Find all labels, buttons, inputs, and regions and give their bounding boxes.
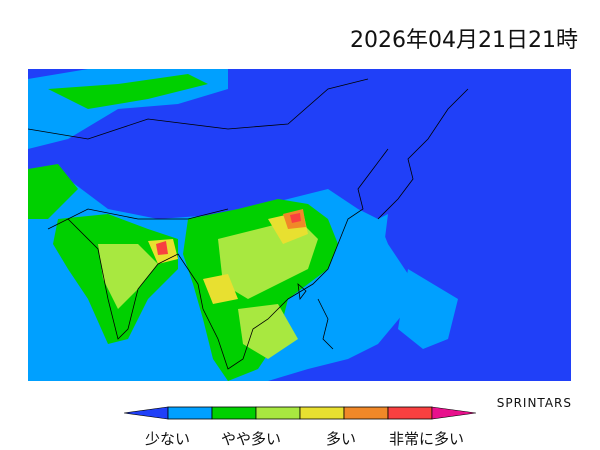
legend-label-high: 多い [326, 430, 357, 448]
light-blue-region-east [358, 214, 388, 269]
red-region-bengal [156, 241, 168, 255]
color-legend [124, 406, 476, 420]
legend-bin-1 [167, 406, 213, 420]
legend-bin-4 [299, 406, 345, 420]
light-blue-region-pacific [398, 269, 458, 349]
yellowgreen-region-india [98, 244, 158, 309]
yellow-region-indochina [203, 274, 238, 304]
legend-label-very-high: 非常に多い [389, 430, 465, 448]
coastlines [28, 78, 469, 370]
legend-bin-3 [255, 406, 301, 420]
model-credit: SPRINTARS [496, 396, 572, 410]
legend-bin-6 [387, 406, 433, 420]
legend-bin-2 [211, 406, 257, 420]
yellowgreen-region-sea [238, 304, 298, 359]
legend-low-arrow [124, 406, 169, 420]
green-region-north [48, 74, 208, 109]
legend-label-low: 少ない [145, 430, 191, 448]
legend-bin-5 [343, 406, 389, 420]
green-region-west [28, 164, 78, 219]
aerosol-map [28, 69, 571, 381]
red-region-china [290, 213, 301, 223]
forecast-datetime-title: 2026年04月21日21時 [350, 28, 578, 53]
legend-label-slightly-high: やや多い [221, 430, 282, 448]
legend-high-arrow [431, 406, 476, 420]
